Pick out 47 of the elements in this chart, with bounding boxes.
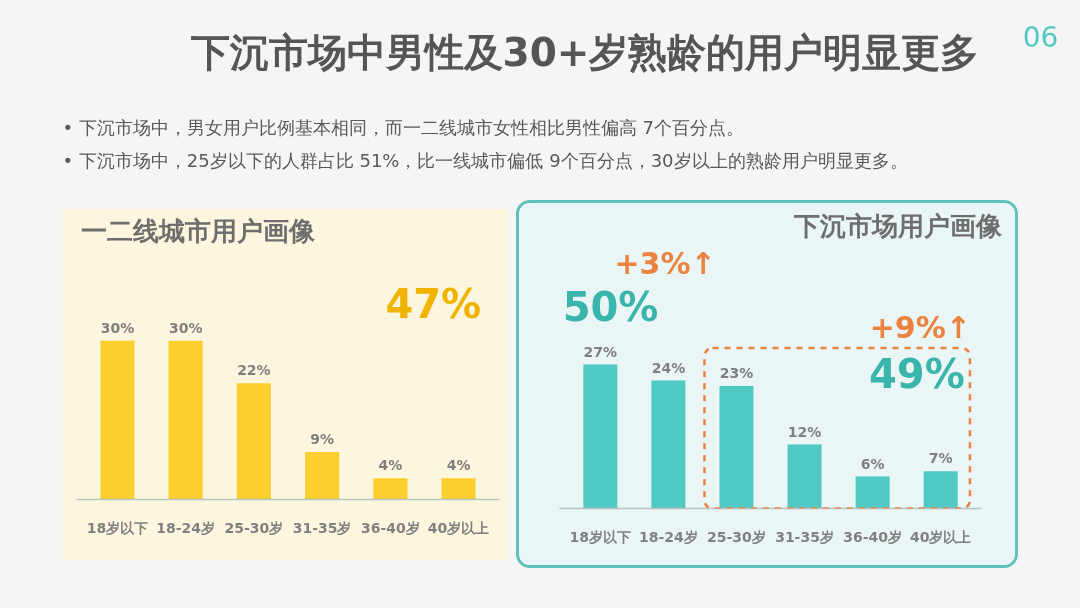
bar xyxy=(719,385,754,509)
bar xyxy=(168,340,203,500)
data-label: 27% xyxy=(583,343,618,360)
x-tick-label: 18-24岁 xyxy=(156,519,216,536)
bar xyxy=(787,444,822,509)
x-tick-label: 18-24岁 xyxy=(639,528,698,545)
data-label: 24% xyxy=(651,359,686,376)
text: +9%↑ xyxy=(869,309,971,345)
data-label: 4% xyxy=(446,457,471,474)
x-tick-label: 31-35岁 xyxy=(775,528,834,545)
chart-title: 下沉市场用户画像 xyxy=(792,210,1003,241)
text: 47% xyxy=(385,281,482,328)
text: 下沉市场中男性及30+岁熟龄的用户明显更多 xyxy=(190,30,980,75)
data-label: 23% xyxy=(719,364,754,381)
x-tick-label: 31-35岁 xyxy=(292,519,352,536)
x-tick-label: 40岁以上 xyxy=(909,528,972,545)
x-tick-label: 18岁以下 xyxy=(569,528,632,545)
bar xyxy=(923,471,958,509)
bar xyxy=(100,340,135,500)
text: 50% xyxy=(562,284,659,331)
bar xyxy=(651,380,686,509)
x-tick-label: 36-40岁 xyxy=(360,519,420,536)
text: +3%↑ xyxy=(614,246,716,282)
data-label: 9% xyxy=(310,430,335,447)
bar xyxy=(855,476,890,509)
text: 06 xyxy=(1022,21,1059,54)
bar xyxy=(305,451,340,500)
bar xyxy=(583,364,618,509)
x-tick-label: 18岁以下 xyxy=(86,519,149,536)
x-tick-label: 36-40岁 xyxy=(843,528,902,545)
annotation: 49% xyxy=(868,351,965,398)
bar xyxy=(373,478,408,500)
chart-title: 一二线城市用户画像 xyxy=(80,215,316,246)
x-tick-label: 25-30岁 xyxy=(224,519,284,536)
data-label: 12% xyxy=(787,423,822,440)
data-label: 30% xyxy=(100,319,135,336)
data-label: 22% xyxy=(237,362,271,379)
data-label: 4% xyxy=(378,457,403,474)
text: • 下沉市场中，男女用户比例基本相同，而一二线城市女性相比男性偏高 7个百分点。 xyxy=(62,117,745,138)
bar xyxy=(236,383,271,500)
bar xyxy=(441,478,476,500)
text: • 下沉市场中，25岁以下的人群占比 51%，比一线城市偏低 9个百分点，30岁以上的熟龄用户明显更多。 xyxy=(62,150,908,171)
data-label: 30% xyxy=(168,319,203,336)
data-label: 6% xyxy=(860,455,885,472)
data-label: 7% xyxy=(928,450,953,467)
x-tick-label: 40岁以上 xyxy=(427,519,490,536)
x-tick-label: 25-30岁 xyxy=(707,528,766,545)
